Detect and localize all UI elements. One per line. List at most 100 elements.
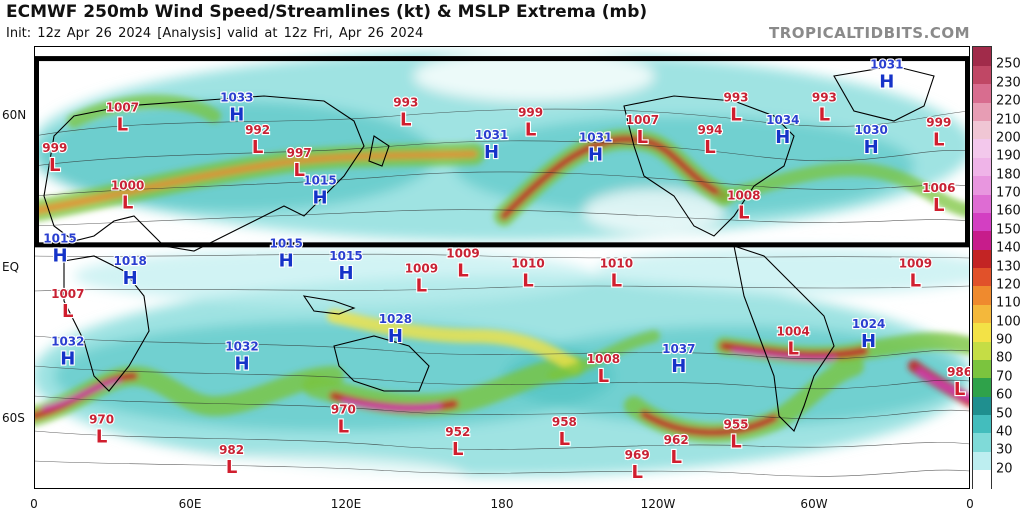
colorbar-label: 90 — [996, 332, 1013, 348]
colorbar-label: 230 — [996, 75, 1021, 91]
low-symbol: L — [819, 104, 830, 125]
colorbar-segment — [973, 102, 991, 121]
colorbar-label: 130 — [996, 259, 1021, 274]
colorbar-segment — [973, 322, 991, 342]
colorbar-segment — [973, 377, 991, 397]
pressure-value: 1009 — [405, 262, 438, 276]
pressure-value: 1033 — [220, 90, 253, 104]
colorbar-segment — [973, 212, 991, 232]
pressure-value: 1007 — [626, 113, 659, 127]
low-symbol: L — [730, 432, 741, 453]
colorbar-label: 20 — [996, 461, 1013, 477]
pressure-value: 1010 — [511, 257, 544, 271]
low-symbol: L — [631, 462, 642, 483]
colorbar-label: 40 — [996, 424, 1013, 440]
colorbar-segment — [973, 230, 991, 250]
colorbar-label: 220 — [996, 93, 1021, 109]
high-symbol: H — [229, 104, 244, 125]
low-symbol: L — [933, 130, 944, 151]
colorbar-label: 210 — [996, 112, 1021, 127]
colorbar-segment — [973, 285, 991, 305]
latitude-label: 60N — [2, 108, 27, 123]
colorbar-segment — [973, 175, 991, 195]
colorbar-segment — [973, 138, 991, 158]
colorbar-segment — [973, 304, 991, 324]
colorbar-segment — [973, 65, 991, 85]
longitude-label: 0 — [30, 497, 38, 511]
high-symbol: H — [123, 268, 138, 289]
low-symbol: L — [611, 271, 622, 292]
pressure-value: 1030 — [854, 123, 887, 137]
pressure-value: 997 — [287, 146, 312, 160]
colorbar-label: 30 — [996, 442, 1013, 458]
pressure-value: 1008 — [727, 189, 760, 203]
pressure-value: 1000 — [111, 179, 144, 193]
longitude-label: 180 — [490, 497, 514, 511]
pressure-value: 999 — [926, 116, 951, 130]
pressure-value: 969 — [625, 448, 650, 462]
pressure-value: 1037 — [662, 342, 695, 356]
colorbar-segment — [973, 469, 991, 489]
pressure-value: 1009 — [899, 257, 932, 271]
colorbar-label: 110 — [996, 295, 1021, 311]
pressure-value: 970 — [89, 413, 114, 427]
low-symbol: L — [293, 160, 304, 181]
init-valid-time: Init: 12z Apr 26 2024 [Analysis] valid a… — [6, 26, 424, 41]
highlight-box — [34, 56, 970, 248]
pressure-value: 955 — [723, 418, 748, 432]
low-symbol: L — [416, 276, 427, 297]
streamlines — [34, 108, 970, 477]
wind-speed-shading — [34, 51, 970, 489]
colorbar-segment — [973, 432, 991, 452]
colorbar-label: 190 — [996, 148, 1021, 164]
high-symbol: H — [861, 331, 876, 352]
latitude-label: EQ — [2, 259, 20, 274]
pressure-value: 1032 — [225, 340, 258, 354]
low-symbol: L — [525, 120, 536, 141]
pressure-value: 962 — [664, 433, 689, 447]
high-symbol: H — [671, 356, 686, 377]
coastlines — [43, 65, 935, 432]
colorbar-segment — [973, 396, 991, 415]
colorbar-segment — [973, 157, 991, 177]
chart-title: ECMWF 250mb Wind Speed/Streamlines (kt) … — [6, 2, 648, 22]
low-symbol: L — [730, 104, 741, 125]
colorbar-segment — [973, 267, 991, 287]
low-symbol: L — [226, 457, 237, 478]
longitude-label: 60E — [178, 497, 202, 511]
low-symbol: L — [738, 203, 749, 224]
high-symbol: H — [52, 245, 67, 266]
colorbar-label: 50 — [996, 406, 1013, 421]
low-symbol: L — [457, 261, 468, 282]
pressure-value: 1028 — [379, 312, 412, 326]
low-symbol: L — [252, 137, 263, 158]
colorbar-label: 60 — [996, 387, 1013, 403]
colorbar-label: 140 — [996, 240, 1021, 256]
